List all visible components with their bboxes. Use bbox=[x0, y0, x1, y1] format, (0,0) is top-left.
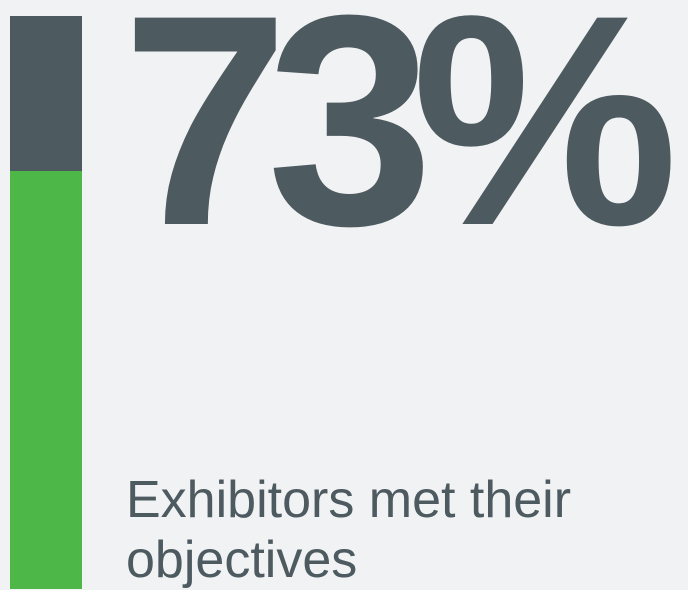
stat-value: 73% bbox=[122, 0, 678, 288]
stat-progress-fill bbox=[10, 170, 82, 589]
stat-progress-remainder bbox=[10, 16, 82, 171]
stat-caption: Exhibitors met their objectives bbox=[126, 471, 572, 589]
stat-progress-bar bbox=[10, 16, 82, 589]
